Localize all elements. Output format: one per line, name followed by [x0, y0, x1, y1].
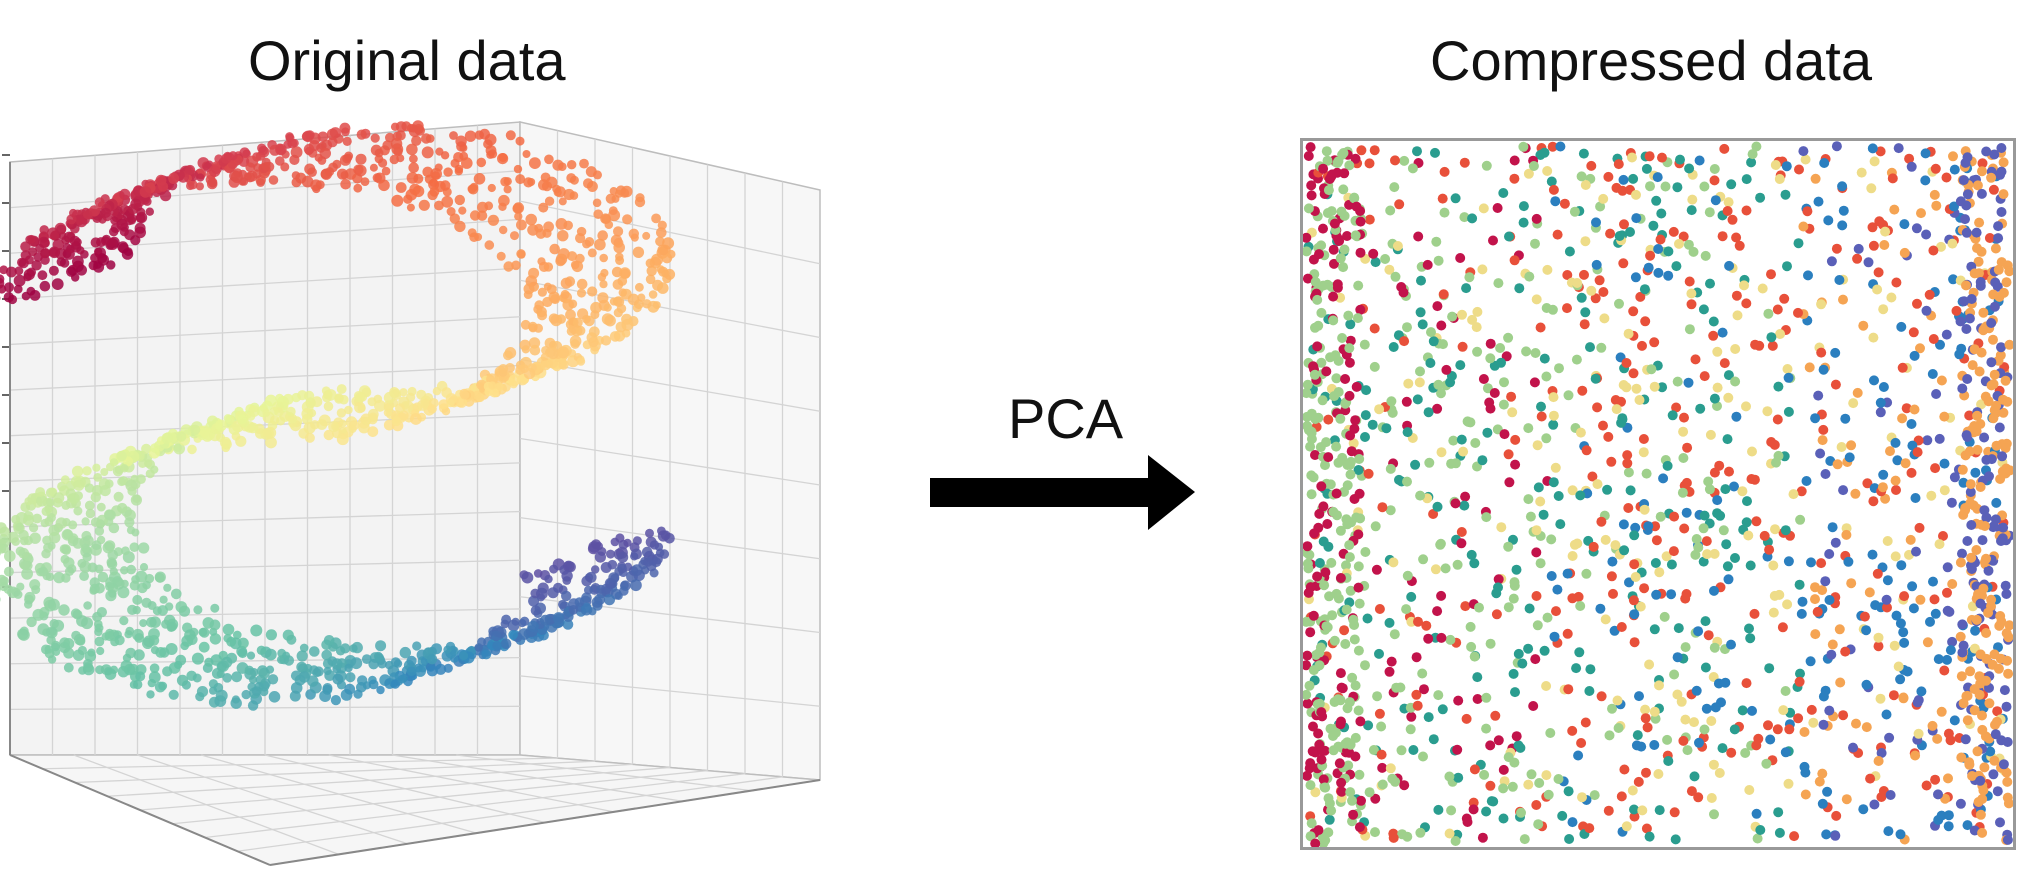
pca-label: PCA — [1008, 387, 1124, 450]
original-3d-scatter-plot — [0, 120, 821, 866]
transform-arrow — [930, 455, 1195, 530]
plot-frame — [1300, 138, 2016, 850]
original-data-title: Original data — [248, 29, 566, 92]
compressed-points — [1301, 141, 2015, 849]
s-curve-points — [0, 120, 676, 711]
compressed-2d-scatter-plot — [1300, 138, 2016, 850]
compressed-data-title: Compressed data — [1430, 29, 1873, 92]
